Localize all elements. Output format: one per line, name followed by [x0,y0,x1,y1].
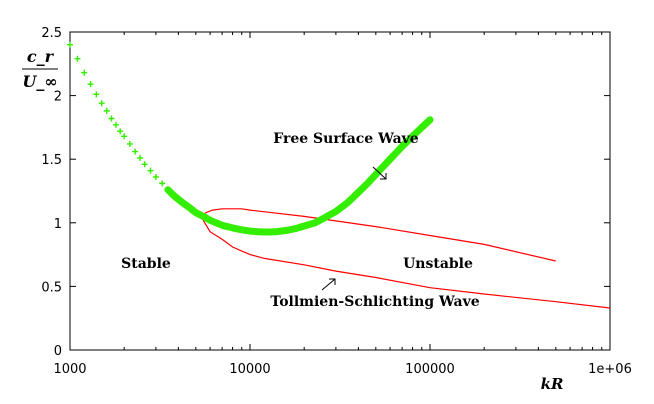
x-axis-label: kR [541,375,564,393]
y-tick-label: 1.5 [41,153,62,168]
y-tick-label: 1 [54,217,62,232]
annotation-stable: Stable [121,256,171,272]
free-surface-point [141,161,148,168]
y-tick-label: 0 [54,344,62,359]
y-tick-label: 2.5 [41,26,62,41]
free-surface-arrow [372,166,387,180]
annotation-unstable: Unstable [403,256,473,272]
free-surface-point [132,148,139,155]
y-label-numerator: c_r [27,47,55,66]
x-tick-label: 10000 [229,362,270,377]
tollmien-schlichting-curve [201,208,611,309]
free-surface-point [121,133,128,140]
y-label-denominator: U_∞ [22,72,57,91]
annotation-arrows [321,166,387,291]
free-surface-point [81,69,88,76]
axis-ticks: 0 0.5 1 1.5 2 2.5 1000 10000 100000 1e+06 [41,26,632,377]
y-tick-label: 2 [54,90,62,105]
free-surface-point [67,41,73,48]
free-surface-point [87,81,94,88]
free-surface-point [152,174,159,181]
free-surface-point [147,167,154,174]
free-surface-point [74,55,81,62]
x-tick-label: 1000 [53,362,86,377]
free-surface-point [126,140,133,147]
tollmien-upper-branch [201,208,556,262]
free-surface-point [159,180,166,187]
free-surface-point [112,121,119,128]
free-surface-point [103,107,110,114]
tollmien-arrowhead [329,278,336,285]
tollmien-lower-branch [201,217,611,309]
y-axis-label: c_r U_∞ [22,47,58,91]
free-surface-point [137,154,144,161]
free-surface-point [117,128,124,135]
plot-border [69,31,611,351]
free-surface-point [108,115,115,122]
free-surface-point [98,100,105,107]
free-surface-point [93,91,100,98]
tollmien-arrow [321,278,336,291]
annotation-free-surface-wave: Free Surface Wave [273,131,419,147]
plot-frame [69,31,611,351]
y-tick-label: 0.5 [41,280,62,295]
annotation-tollmien-schlichting-wave: Tollmien-Schlichting Wave [270,294,479,310]
x-tick-label: 100000 [405,362,455,377]
x-tick-label: 1e+06 [588,362,632,377]
free-surface-arrowhead [380,173,387,180]
